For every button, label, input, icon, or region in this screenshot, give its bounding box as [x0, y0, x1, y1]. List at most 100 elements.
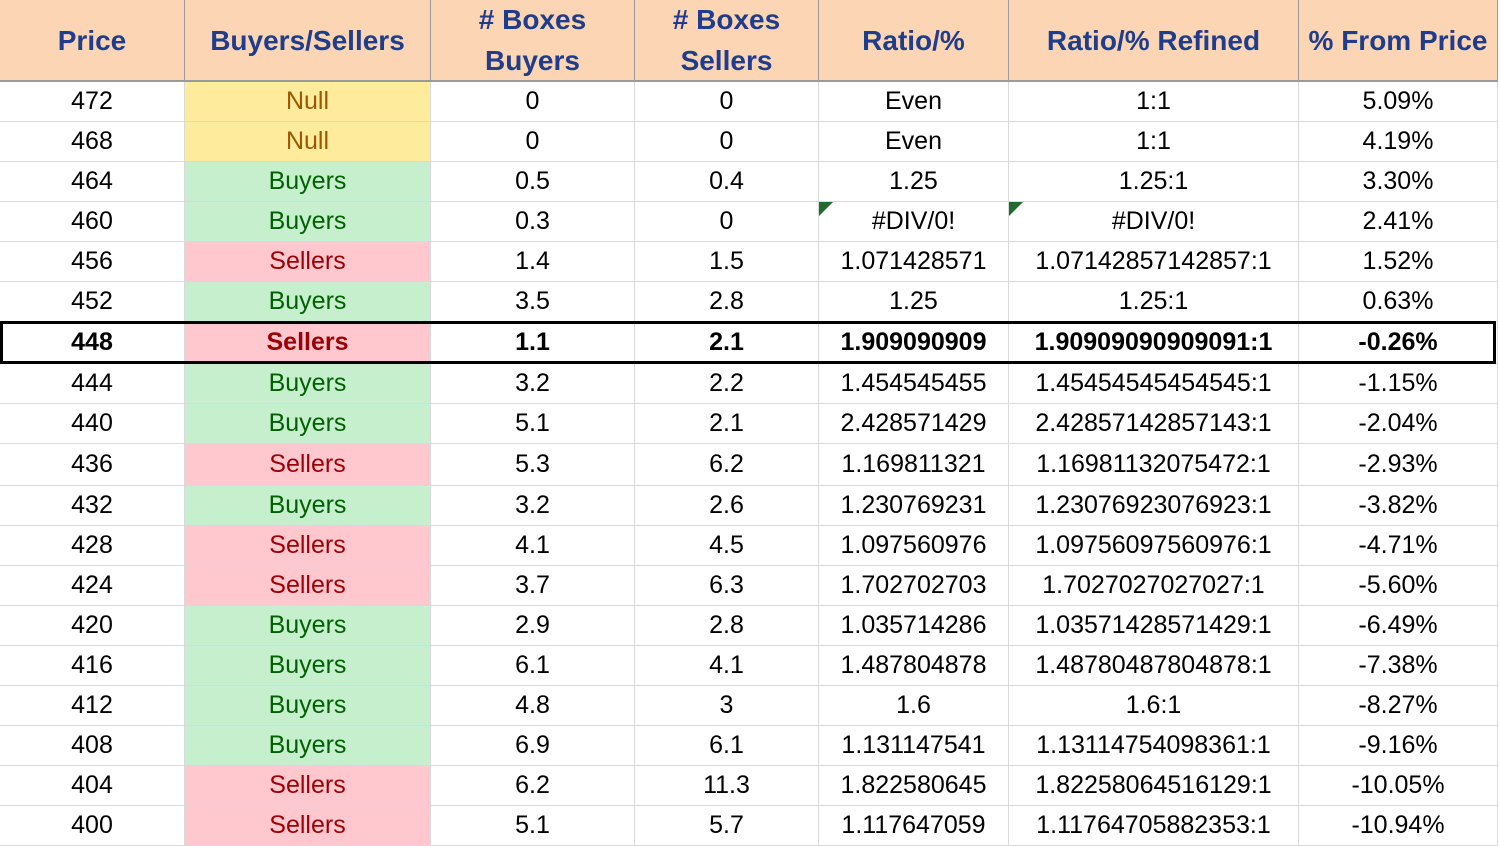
header-ratio[interactable]: Ratio/% [819, 0, 1009, 80]
error-indicator-icon[interactable] [819, 202, 833, 216]
status-cell[interactable]: Sellers [185, 322, 431, 363]
boxes-sellers-cell[interactable]: 2.2 [635, 364, 819, 403]
ratio-refined-cell[interactable]: 1.25:1 [1009, 282, 1299, 321]
boxes-buyers-cell[interactable]: 3.2 [431, 364, 635, 403]
ratio-cell[interactable]: 1.230769231 [819, 486, 1009, 525]
status-cell[interactable]: Sellers [185, 766, 431, 805]
ratio-refined-cell[interactable]: 1.6:1 [1009, 686, 1299, 725]
boxes-sellers-cell[interactable]: 2.1 [635, 322, 819, 363]
header-price[interactable]: Price [0, 0, 185, 80]
boxes-buyers-cell[interactable]: 0 [431, 122, 635, 161]
ratio-refined-cell[interactable]: 2.42857142857143:1 [1009, 404, 1299, 443]
boxes-buyers-cell[interactable]: 4.1 [431, 526, 635, 565]
ratio-refined-cell[interactable]: #DIV/0! [1009, 202, 1299, 241]
boxes-buyers-cell[interactable]: 0 [431, 82, 635, 121]
price-cell[interactable]: 464 [0, 162, 185, 201]
ratio-refined-cell[interactable]: 1.45454545454545:1 [1009, 364, 1299, 403]
status-cell[interactable]: Buyers [185, 606, 431, 645]
price-cell[interactable]: 432 [0, 486, 185, 525]
boxes-buyers-cell[interactable]: 6.1 [431, 646, 635, 685]
boxes-buyers-cell[interactable]: 0.5 [431, 162, 635, 201]
boxes-buyers-cell[interactable]: 5.1 [431, 806, 635, 845]
ratio-refined-cell[interactable]: 1.03571428571429:1 [1009, 606, 1299, 645]
from-price-cell[interactable]: -2.93% [1299, 444, 1498, 485]
status-cell[interactable]: Sellers [185, 444, 431, 485]
from-price-cell[interactable]: -10.05% [1299, 766, 1498, 805]
ratio-cell[interactable]: 1.909090909 [819, 322, 1009, 363]
boxes-sellers-cell[interactable]: 2.1 [635, 404, 819, 443]
ratio-refined-cell[interactable]: 1:1 [1009, 122, 1299, 161]
price-cell[interactable]: 416 [0, 646, 185, 685]
ratio-refined-cell[interactable]: 1.7027027027027:1 [1009, 566, 1299, 605]
from-price-cell[interactable]: -7.38% [1299, 646, 1498, 685]
price-cell[interactable]: 400 [0, 806, 185, 845]
boxes-buyers-cell[interactable]: 0.3 [431, 202, 635, 241]
from-price-cell[interactable]: 5.09% [1299, 82, 1498, 121]
price-cell[interactable]: 456 [0, 242, 185, 281]
boxes-sellers-cell[interactable]: 2.6 [635, 486, 819, 525]
price-cell[interactable]: 448 [0, 322, 185, 363]
price-cell[interactable]: 440 [0, 404, 185, 443]
ratio-refined-cell[interactable]: 1.48780487804878:1 [1009, 646, 1299, 685]
from-price-cell[interactable]: 2.41% [1299, 202, 1498, 241]
header-buyers-sellers[interactable]: Buyers/Sellers [185, 0, 431, 80]
status-cell[interactable]: Buyers [185, 486, 431, 525]
header-boxes-sellers[interactable]: # Boxes Sellers [635, 0, 819, 80]
price-cell[interactable]: 436 [0, 444, 185, 485]
ratio-refined-cell[interactable]: 1.82258064516129:1 [1009, 766, 1299, 805]
header-ratio-refined[interactable]: Ratio/% Refined [1009, 0, 1299, 80]
header-from-price[interactable]: % From Price [1299, 0, 1498, 80]
ratio-refined-cell[interactable]: 1.07142857142857:1 [1009, 242, 1299, 281]
boxes-sellers-cell[interactable]: 5.7 [635, 806, 819, 845]
status-cell[interactable]: Null [185, 82, 431, 121]
error-indicator-icon[interactable] [1009, 202, 1023, 216]
ratio-cell[interactable]: 1.097560976 [819, 526, 1009, 565]
ratio-cell[interactable]: 1.169811321 [819, 444, 1009, 485]
status-cell[interactable]: Sellers [185, 242, 431, 281]
status-cell[interactable]: Buyers [185, 364, 431, 403]
status-cell[interactable]: Buyers [185, 202, 431, 241]
header-boxes-buyers[interactable]: # Boxes Buyers [431, 0, 635, 80]
from-price-cell[interactable]: -10.94% [1299, 806, 1498, 845]
ratio-cell[interactable]: 1.117647059 [819, 806, 1009, 845]
boxes-sellers-cell[interactable]: 1.5 [635, 242, 819, 281]
price-cell[interactable]: 428 [0, 526, 185, 565]
ratio-cell[interactable]: 2.428571429 [819, 404, 1009, 443]
price-cell[interactable]: 408 [0, 726, 185, 765]
ratio-cell[interactable]: 1.131147541 [819, 726, 1009, 765]
ratio-cell[interactable]: 1.822580645 [819, 766, 1009, 805]
boxes-sellers-cell[interactable]: 4.1 [635, 646, 819, 685]
status-cell[interactable]: Buyers [185, 646, 431, 685]
boxes-buyers-cell[interactable]: 2.9 [431, 606, 635, 645]
status-cell[interactable]: Buyers [185, 726, 431, 765]
price-cell[interactable]: 472 [0, 82, 185, 121]
boxes-buyers-cell[interactable]: 5.1 [431, 404, 635, 443]
boxes-sellers-cell[interactable]: 2.8 [635, 282, 819, 321]
boxes-sellers-cell[interactable]: 0 [635, 122, 819, 161]
boxes-buyers-cell[interactable]: 6.2 [431, 766, 635, 805]
boxes-buyers-cell[interactable]: 5.3 [431, 444, 635, 485]
ratio-refined-cell[interactable]: 1.09756097560976:1 [1009, 526, 1299, 565]
ratio-cell[interactable]: 1.6 [819, 686, 1009, 725]
ratio-refined-cell[interactable]: 1.90909090909091:1 [1009, 322, 1299, 363]
from-price-cell[interactable]: 4.19% [1299, 122, 1498, 161]
status-cell[interactable]: Sellers [185, 566, 431, 605]
status-cell[interactable]: Buyers [185, 162, 431, 201]
boxes-sellers-cell[interactable]: 3 [635, 686, 819, 725]
ratio-refined-cell[interactable]: 1.25:1 [1009, 162, 1299, 201]
ratio-refined-cell[interactable]: 1.16981132075472:1 [1009, 444, 1299, 485]
boxes-sellers-cell[interactable]: 0 [635, 82, 819, 121]
ratio-cell[interactable]: 1.035714286 [819, 606, 1009, 645]
boxes-sellers-cell[interactable]: 4.5 [635, 526, 819, 565]
boxes-buyers-cell[interactable]: 6.9 [431, 726, 635, 765]
status-cell[interactable]: Sellers [185, 526, 431, 565]
from-price-cell[interactable]: -3.82% [1299, 486, 1498, 525]
from-price-cell[interactable]: 3.30% [1299, 162, 1498, 201]
price-cell[interactable]: 424 [0, 566, 185, 605]
ratio-cell[interactable]: 1.487804878 [819, 646, 1009, 685]
boxes-sellers-cell[interactable]: 11.3 [635, 766, 819, 805]
ratio-cell[interactable]: 1.25 [819, 162, 1009, 201]
price-cell[interactable]: 412 [0, 686, 185, 725]
boxes-buyers-cell[interactable]: 4.8 [431, 686, 635, 725]
boxes-sellers-cell[interactable]: 2.8 [635, 606, 819, 645]
